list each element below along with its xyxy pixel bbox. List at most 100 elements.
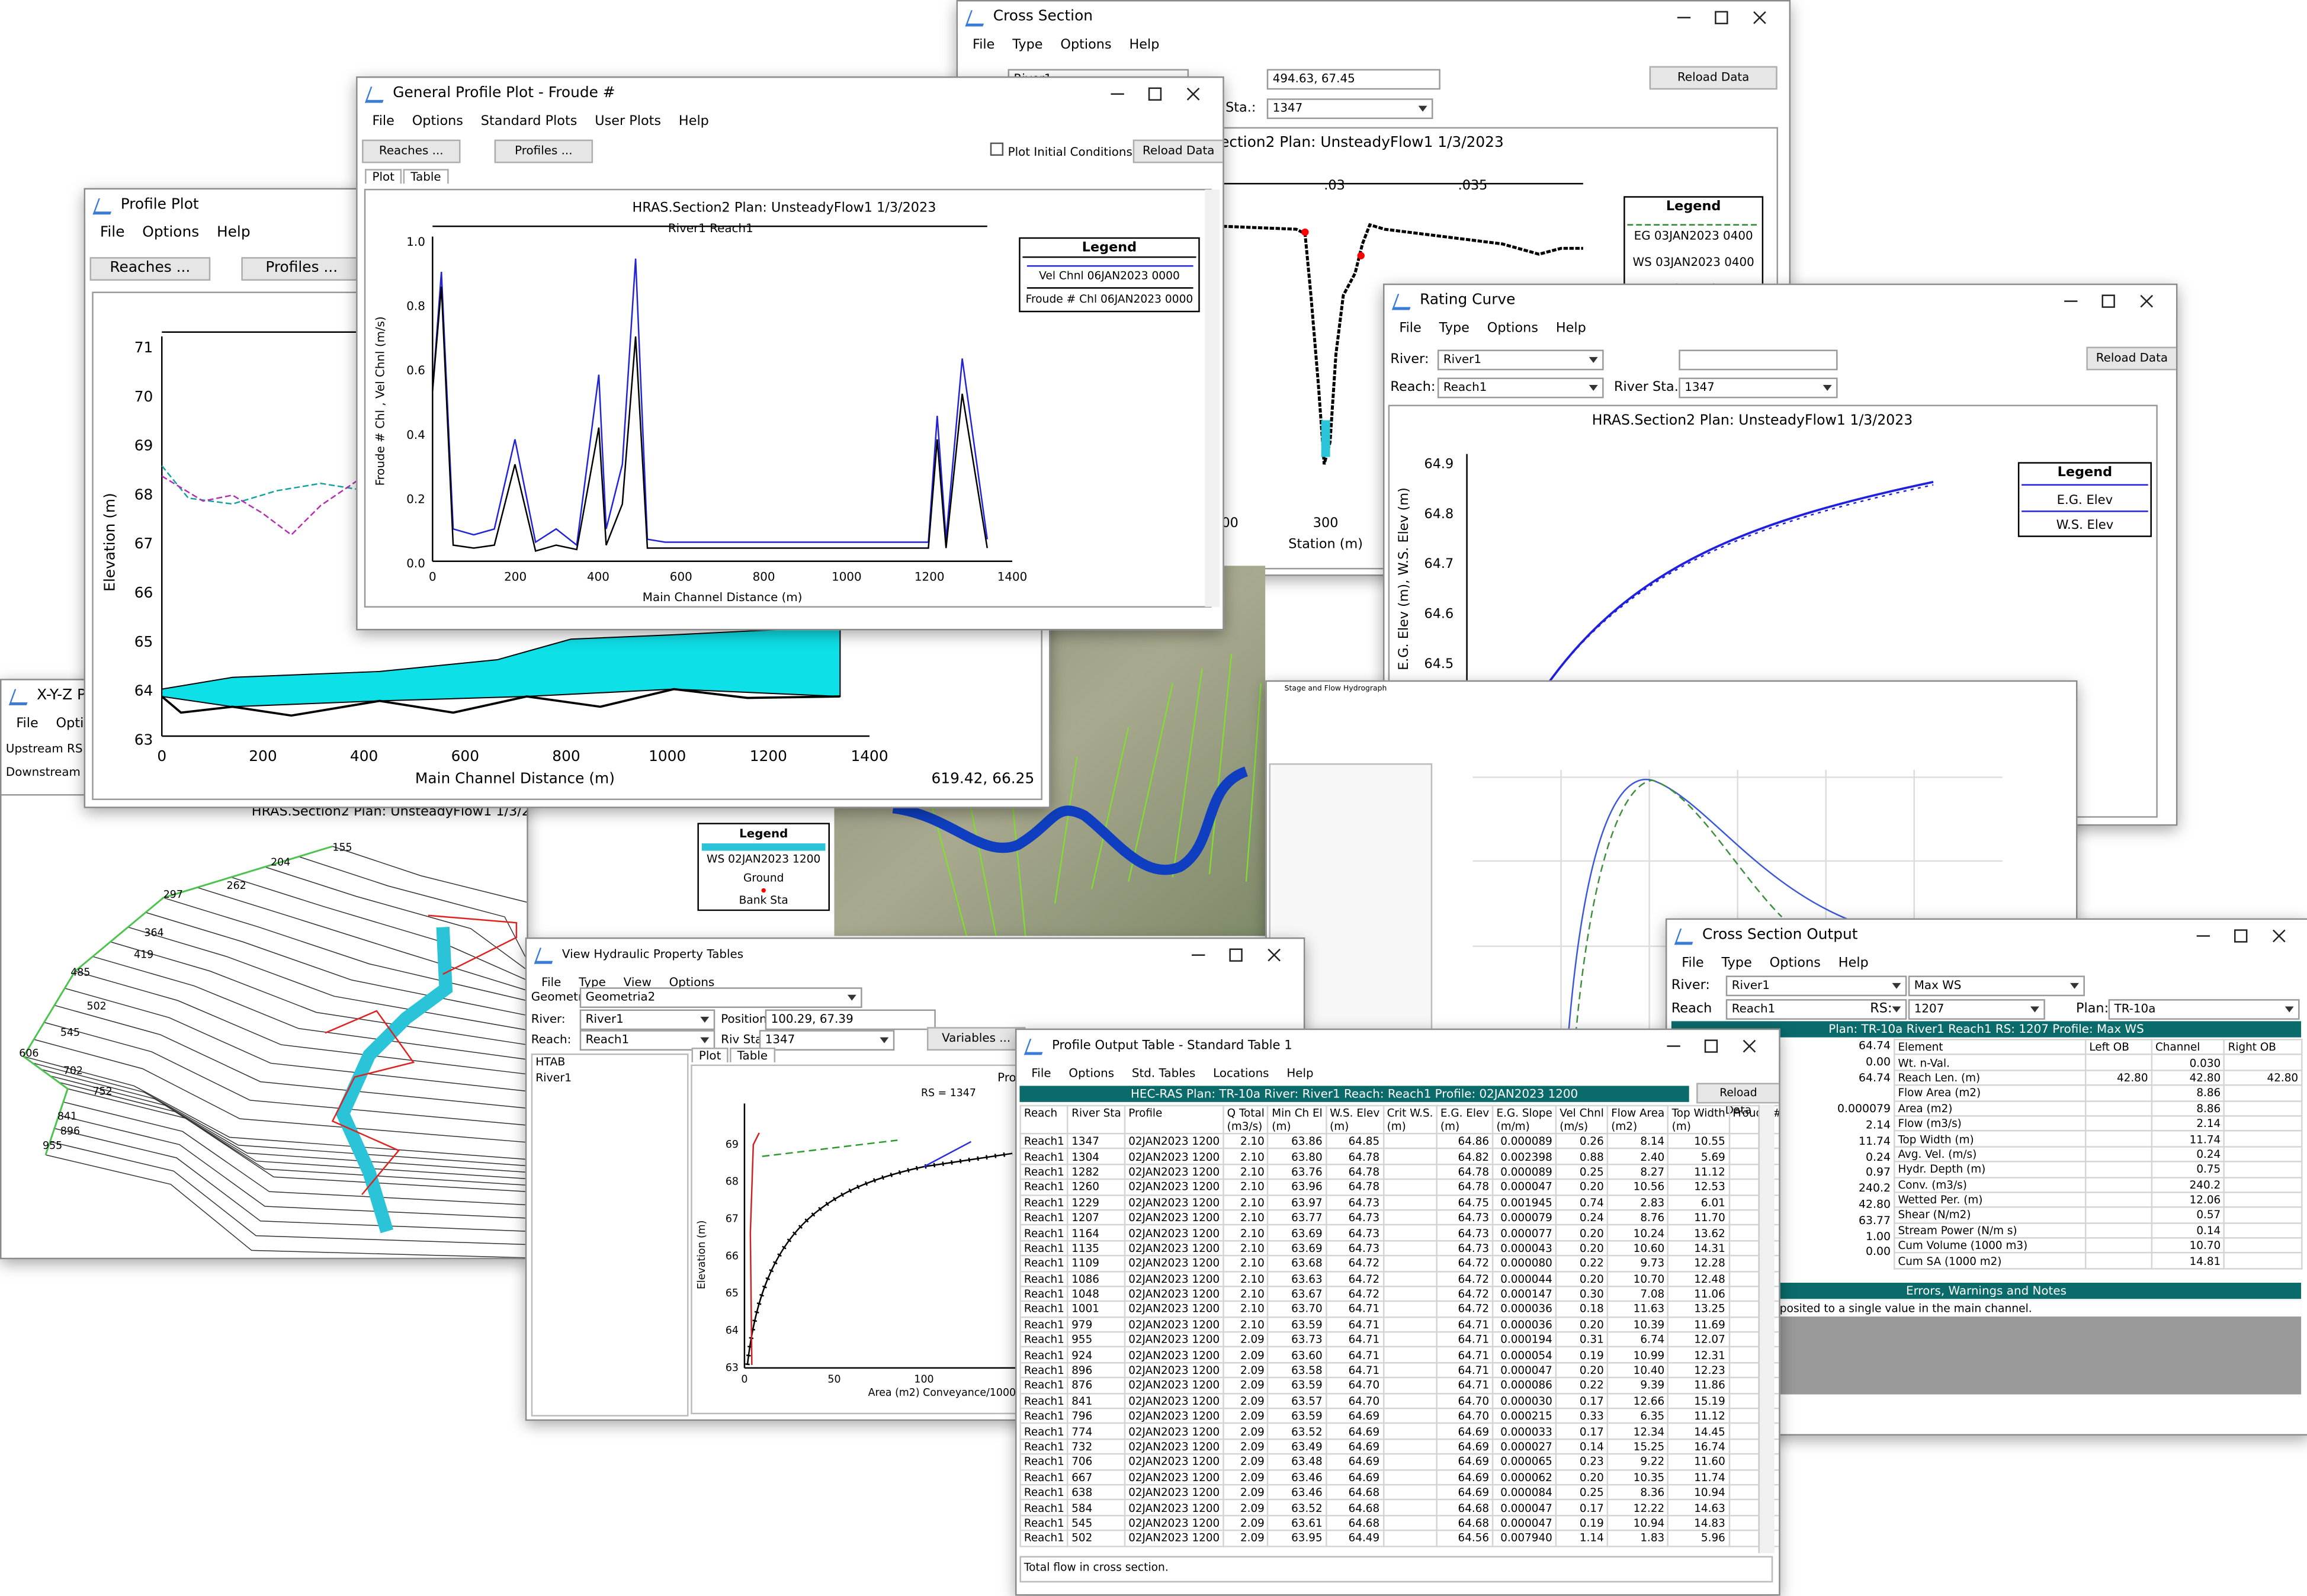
menu-item[interactable]: Options	[142, 224, 200, 241]
tab[interactable]: Table	[730, 1048, 775, 1062]
menu-item[interactable]: File	[1031, 1067, 1051, 1080]
menu-item[interactable]: Options	[1069, 1067, 1115, 1080]
window-controls	[1192, 948, 1281, 962]
table-cell: 02JAN2023 1200	[1124, 1132, 1224, 1150]
table-cell: 63.58	[1267, 1361, 1327, 1379]
plan-field[interactable]: TR-10a	[2108, 999, 2300, 1020]
menu-item[interactable]: Options	[1487, 322, 1539, 337]
scrollbar[interactable]	[1758, 1104, 1775, 1553]
profiles-button[interactable]: Profiles ...	[241, 257, 362, 281]
close-button[interactable]	[1186, 87, 1200, 101]
menu-item[interactable]: File	[16, 717, 38, 732]
table-cell: 796	[1067, 1407, 1126, 1425]
close-button[interactable]	[2140, 294, 2154, 308]
table-cell	[1382, 1499, 1438, 1516]
menu-item[interactable]: Type	[579, 975, 606, 989]
menu-item[interactable]: File	[100, 224, 125, 241]
reaches-button[interactable]: Reaches ...	[89, 257, 211, 281]
reload-button[interactable]: Reload Data	[1696, 1083, 1779, 1117]
table-cell: 10.56	[1606, 1178, 1669, 1196]
menu-item[interactable]: Options	[1769, 956, 1821, 972]
menu-item[interactable]: Options	[1060, 38, 1112, 53]
close-button[interactable]	[1268, 948, 1281, 962]
riv-sta-field[interactable]: 1347	[1679, 377, 1838, 399]
menu-item[interactable]: Help	[216, 224, 251, 241]
tree-node[interactable]: River1	[535, 1071, 572, 1084]
profiles-button[interactable]: Profiles ...	[494, 139, 593, 163]
table-cell	[2084, 1145, 2153, 1163]
table-cell: 1347	[1067, 1132, 1126, 1150]
close-button[interactable]	[1743, 1039, 1756, 1053]
table-cell: 924	[1067, 1346, 1126, 1364]
velocity-line	[923, 1141, 972, 1168]
reach-field[interactable]: Reach1	[1725, 999, 1907, 1020]
menu-item[interactable]: File	[1682, 956, 1704, 972]
tick-label: 0.2	[406, 493, 425, 506]
menu-item[interactable]: User Plots	[595, 114, 662, 130]
reaches-button[interactable]: Reaches ...	[362, 139, 461, 163]
menu-item[interactable]: Options	[669, 975, 715, 989]
reload-button[interactable]: Reload Data	[1649, 66, 1777, 90]
menu-item[interactable]: Help	[1555, 322, 1586, 337]
menu-item[interactable]: Std. Tables	[1131, 1067, 1196, 1080]
menu-item[interactable]: File	[372, 114, 394, 130]
legend-entry: Vel Chnl 06JAN2023 0000	[1039, 269, 1180, 282]
profile-field[interactable]: Max WS	[1908, 975, 2085, 997]
menu-item[interactable]: Type	[1439, 322, 1469, 337]
table-cell: Reach1	[1019, 1530, 1069, 1547]
menu-item[interactable]: File	[541, 975, 561, 989]
checkbox[interactable]: Plot Initial Conditions	[990, 142, 1132, 159]
menu-item[interactable]: File	[972, 38, 995, 53]
table-cell: 12.34	[1606, 1422, 1669, 1440]
table-cell: 64.69	[1325, 1422, 1384, 1440]
checkbox-box[interactable]	[990, 142, 1004, 156]
reload-button[interactable]: Reload Data	[1132, 139, 1223, 163]
maximize-button[interactable]	[1148, 87, 1162, 101]
reach-field[interactable]: Reach1	[1437, 377, 1604, 399]
menu-item[interactable]: Type	[1012, 38, 1043, 53]
value-cell: 64.74	[1858, 1039, 1891, 1052]
riv-sta-field[interactable]: 1347	[1266, 98, 1433, 119]
river-field[interactable]: River1	[579, 1009, 715, 1030]
maximize-button[interactable]	[1704, 1039, 1718, 1053]
geometry-field[interactable]: Geometria2	[579, 987, 862, 1009]
table-cell: 2.09	[1223, 1361, 1269, 1379]
tick-label: 63	[134, 731, 153, 748]
menu-item[interactable]: Help	[678, 114, 709, 130]
menu-item[interactable]: View	[623, 975, 652, 989]
rs-field[interactable]: 1207	[1908, 999, 2045, 1020]
terrain-line	[45, 1154, 527, 1258]
riv-sta-field[interactable]: 1347	[759, 1030, 895, 1051]
tree-node[interactable]: HTAB	[535, 1055, 566, 1068]
tab[interactable]: Table	[403, 169, 449, 184]
menu-item[interactable]: Standard Plots	[480, 114, 577, 130]
variables-button[interactable]: Variables ...	[926, 1027, 1026, 1051]
river-field[interactable]: River1	[1437, 349, 1604, 371]
maximize-button[interactable]	[2234, 929, 2248, 943]
menu-item[interactable]: File	[1399, 322, 1422, 337]
menu-item[interactable]: Help	[1286, 1067, 1314, 1080]
table-cell	[2084, 1253, 2153, 1270]
menu-item[interactable]: Help	[1838, 956, 1869, 972]
table-cell: 02JAN2023 1200	[1124, 1316, 1224, 1333]
close-button[interactable]	[1753, 11, 1766, 24]
maximize-button[interactable]	[1715, 11, 1728, 24]
scrollbar[interactable]	[1205, 190, 1220, 607]
menu-item[interactable]: Type	[1721, 956, 1752, 972]
tab[interactable]: Plot	[691, 1048, 729, 1062]
menu-item[interactable]: Options	[412, 114, 463, 130]
table-row: Reach1 876 02JAN2023 1200 2.09 63.59 64.70 64.…	[1019, 1377, 1779, 1394]
reach-field[interactable]: Reach1	[579, 1030, 715, 1051]
reload-button[interactable]: Reload Data	[2086, 346, 2176, 371]
table-cell: Reach1	[1019, 1163, 1069, 1180]
close-button[interactable]	[2272, 929, 2286, 943]
menu-item[interactable]: Locations	[1213, 1067, 1269, 1080]
river-field[interactable]: River1	[1725, 975, 1907, 997]
tick-label: 66	[726, 1250, 739, 1262]
table-cell: Area (m2)	[1893, 1100, 2087, 1117]
maximize-button[interactable]	[1229, 948, 1243, 962]
table-cell: 64.71	[1436, 1331, 1494, 1348]
maximize-button[interactable]	[2101, 294, 2115, 308]
menu-item[interactable]: Help	[1129, 38, 1160, 53]
tab[interactable]: Plot	[365, 169, 402, 184]
